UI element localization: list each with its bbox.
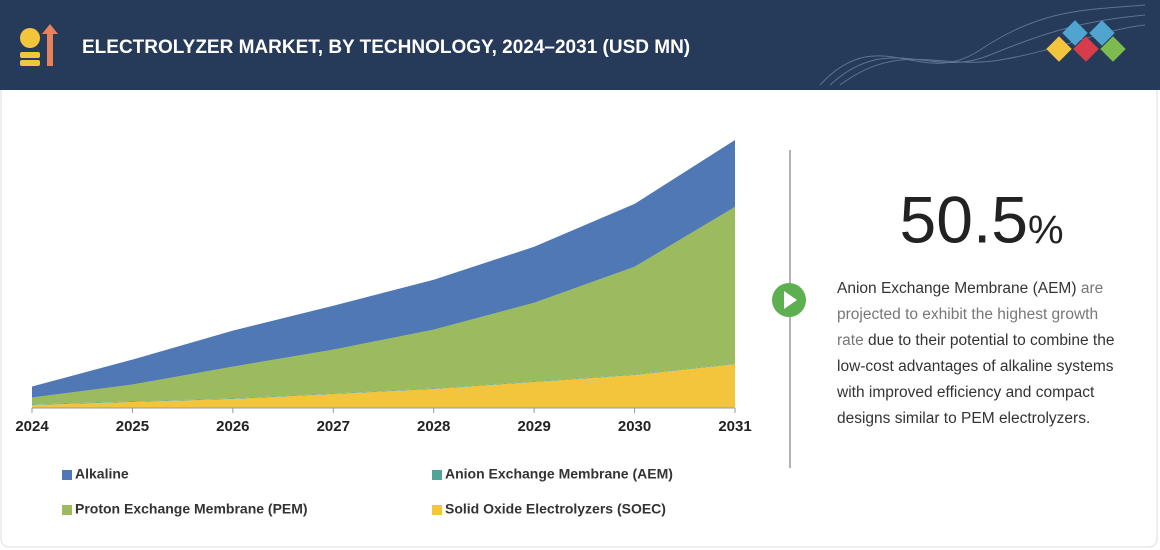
header-band <box>0 0 1160 90</box>
x-tick-label: 2026 <box>216 418 249 435</box>
legend-swatch <box>62 470 72 480</box>
x-tick-label: 2028 <box>417 418 450 435</box>
area <box>32 140 735 398</box>
legend-label: Solid Oxide Electrolyzers (SOEC) <box>445 501 666 517</box>
play-arrow <box>784 291 797 309</box>
x-tick-label: 2031 <box>718 418 751 435</box>
area <box>32 364 735 408</box>
legend-swatch <box>432 470 442 480</box>
x-tick-label: 2029 <box>517 418 550 435</box>
callout-highlight: are projected to exhibit the highest gro… <box>837 280 1104 349</box>
callout-rest: due to their potential to combine the lo… <box>837 332 1115 427</box>
x-tick-label: 2030 <box>618 418 651 435</box>
legend-swatch <box>432 505 442 515</box>
legend-label: Anion Exchange Membrane (AEM) <box>445 466 673 482</box>
x-tick-label: 2024 <box>15 418 49 435</box>
callout-value: 50.5 <box>900 182 1028 256</box>
callout-subject: Anion Exchange Membrane (AEM) <box>837 280 1077 297</box>
legend-label: Proton Exchange Membrane (PEM) <box>75 501 308 517</box>
legend-swatch <box>62 505 72 515</box>
header-title: ELECTROLYZER MARKET, BY TECHNOLOGY, 2024… <box>82 37 690 58</box>
x-tick-label: 2025 <box>116 418 149 435</box>
header-icon <box>20 24 58 66</box>
callout-unit: % <box>1028 209 1064 253</box>
area <box>32 206 735 405</box>
callout-text: Anion Exchange Membrane (AEM) are projec… <box>837 276 1127 432</box>
legend-label: Alkaline <box>75 466 129 482</box>
x-tick-label: 2027 <box>317 418 350 435</box>
